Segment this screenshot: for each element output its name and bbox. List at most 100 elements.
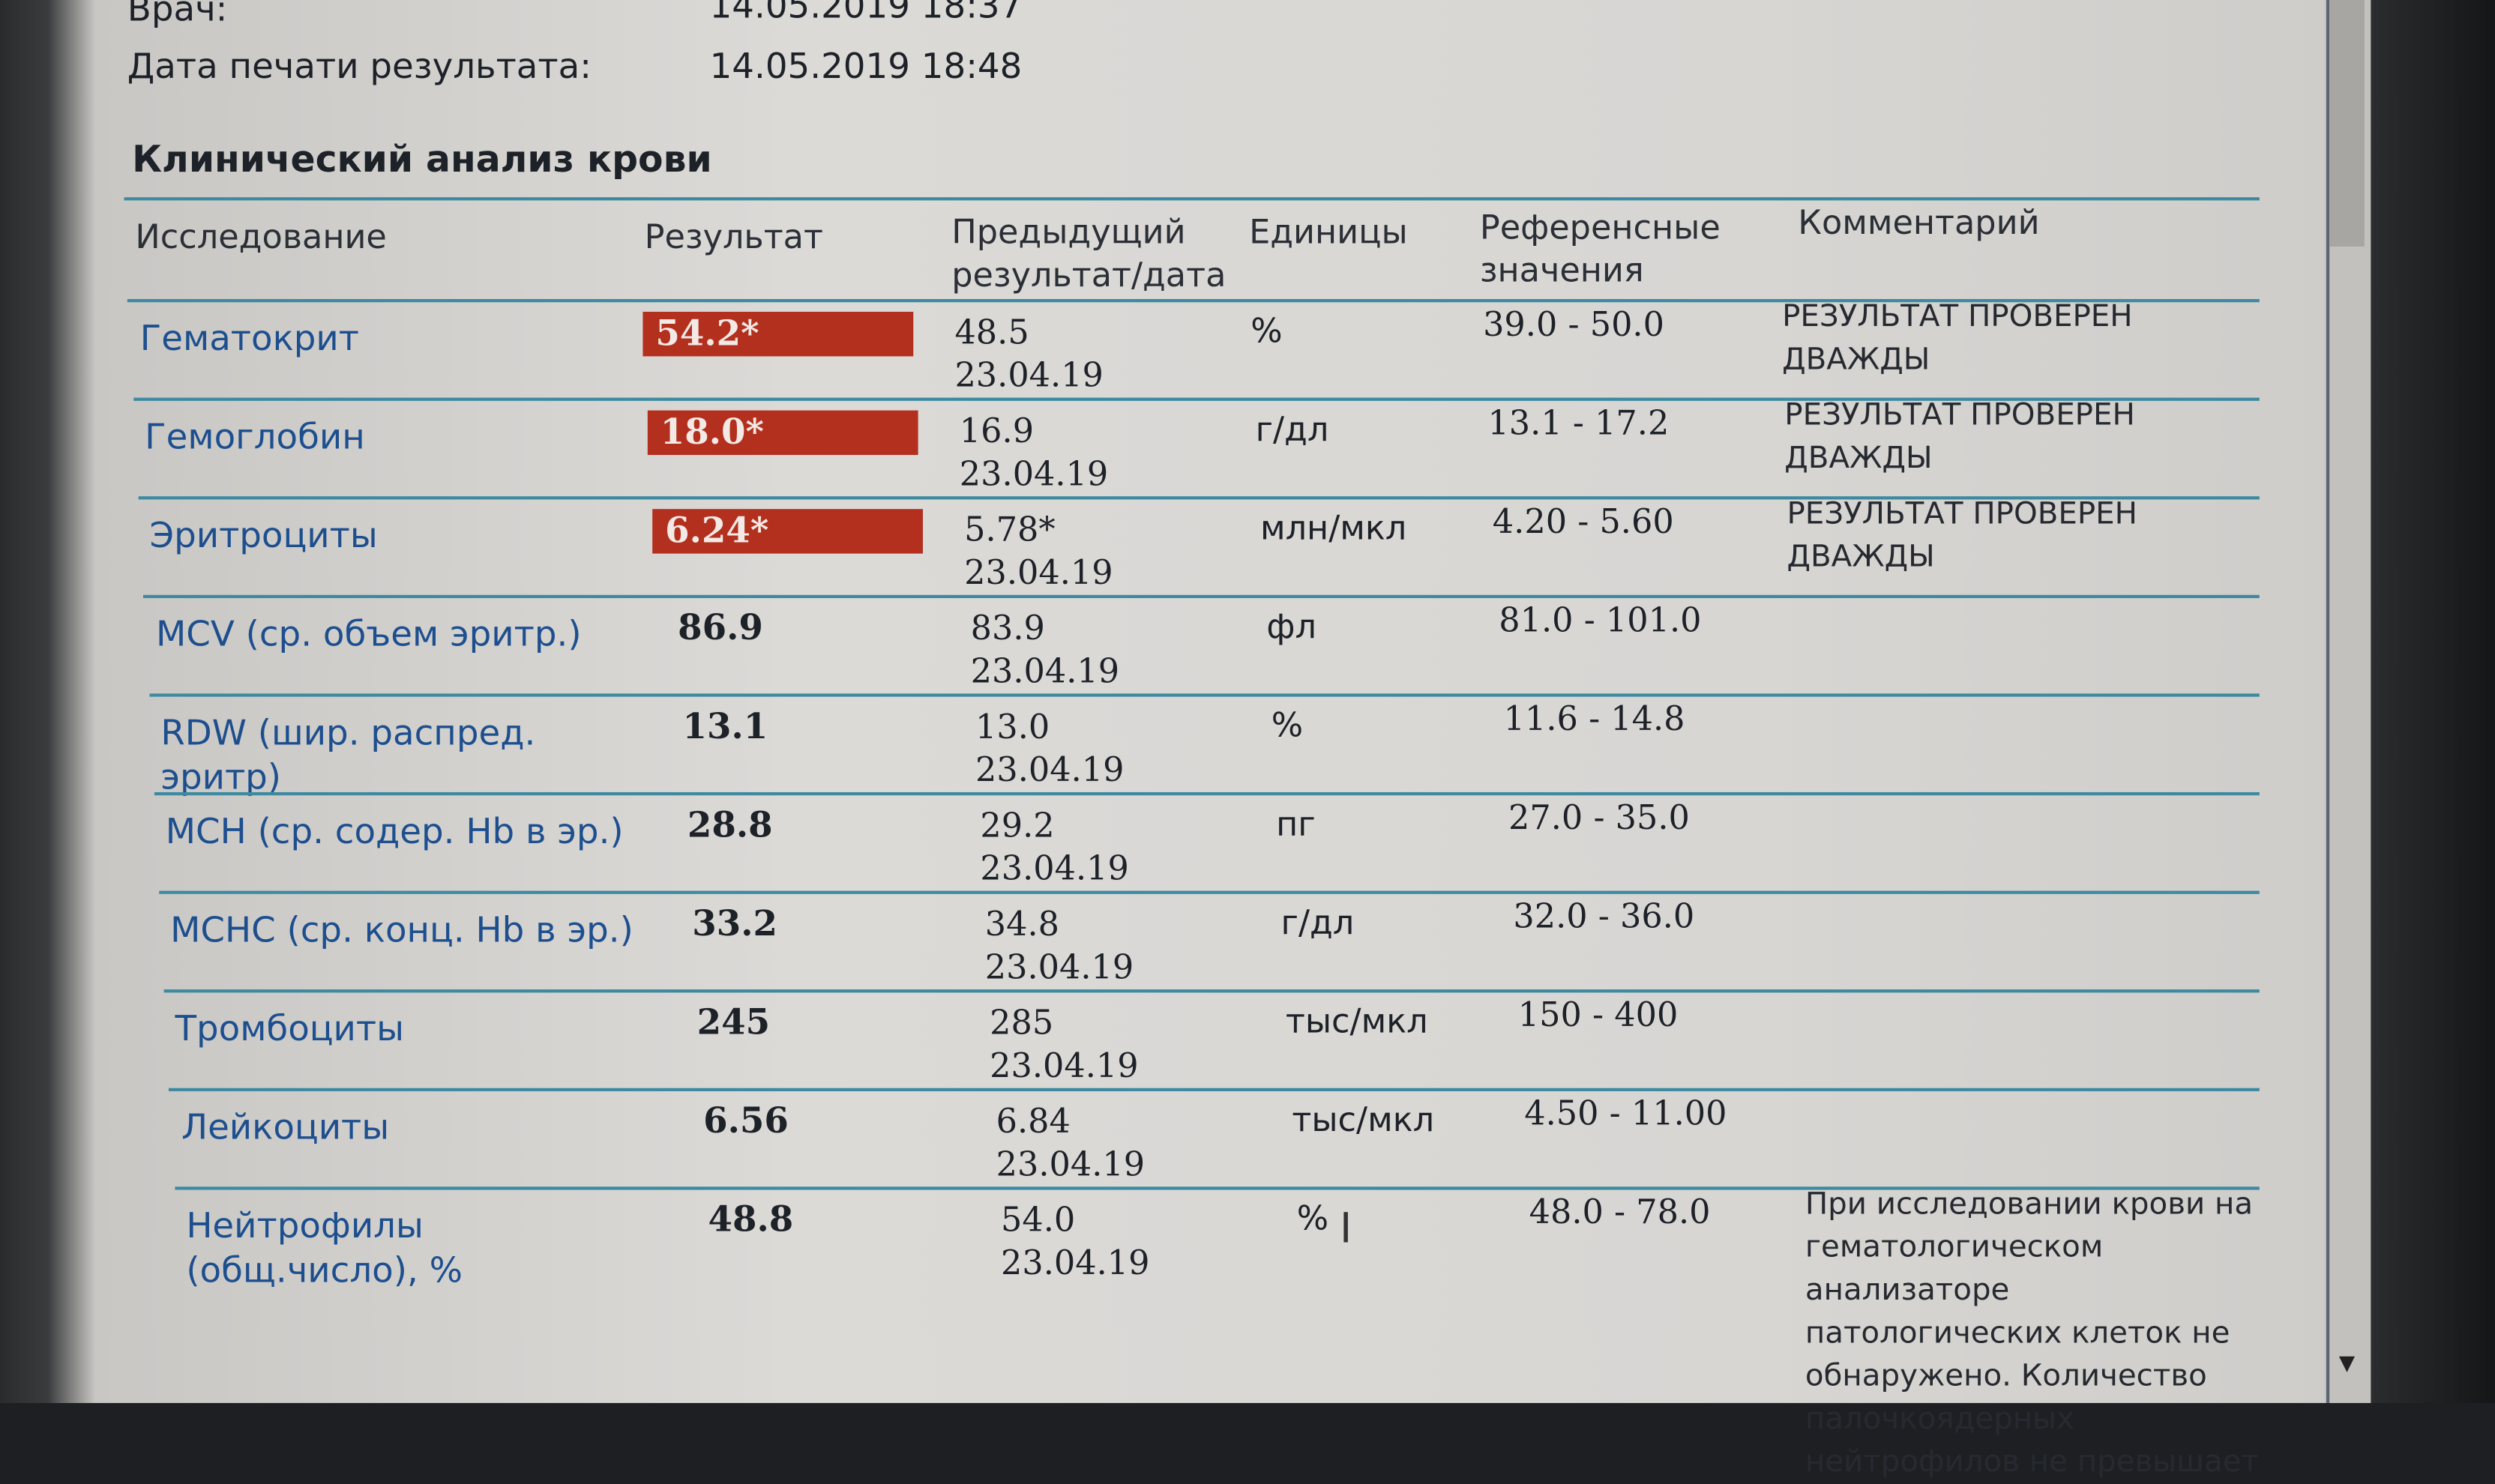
test-name-line: Гематокрит bbox=[139, 319, 359, 360]
previous-result: 13.0 23.04.19 bbox=[975, 706, 1124, 792]
comment: При исследовании крови на гематологическо… bbox=[1805, 1183, 2259, 1484]
comment-line: анализаторе bbox=[1805, 1272, 2010, 1308]
test-name-line: (общ.число), % bbox=[186, 1252, 463, 1292]
row-divider bbox=[163, 989, 2260, 993]
previous-value: 34.8 bbox=[984, 905, 1060, 944]
comment-line: патологических клеток не bbox=[1805, 1315, 2230, 1351]
previous-result: 34.8 23.04.19 bbox=[985, 904, 1134, 990]
comment-line: палочкоядерных bbox=[1805, 1401, 2074, 1437]
section-title: Клинический анализ крови bbox=[132, 139, 712, 181]
reference-range: 150 - 400 bbox=[1517, 995, 1679, 1034]
test-name-line: Эритроциты bbox=[149, 516, 378, 557]
reference-range: 32.0 - 36.0 bbox=[1513, 897, 1695, 935]
print-date-label: Дата печати результата: bbox=[127, 47, 592, 88]
comment: РЕЗУЛЬТАТ ПРОВЕРЕН ДВАЖДЫ bbox=[1784, 394, 2135, 480]
col-prev: Предыдущий результат/дата bbox=[951, 211, 1226, 298]
comment-line: ДВАЖДЫ bbox=[1782, 342, 1930, 378]
units: тыс/мкл bbox=[1285, 1002, 1428, 1041]
comment-line: ДВАЖДЫ bbox=[1784, 440, 1933, 476]
units: г/дл bbox=[1255, 410, 1329, 449]
previous-value: 54.0 bbox=[1000, 1201, 1076, 1240]
test-name[interactable]: MCV (ср. объем эритр.) bbox=[156, 614, 582, 658]
previous-value: 285 bbox=[990, 1004, 1054, 1043]
doctor-label: Врач: bbox=[127, 0, 228, 31]
divider bbox=[124, 197, 2260, 201]
doctor-value: 14.05.2019 18:37 bbox=[709, 0, 1023, 28]
flagged-result: 18.0* bbox=[647, 410, 918, 456]
row-divider bbox=[159, 890, 2260, 894]
test-name-line: Гемоглобин bbox=[145, 418, 365, 459]
reference-range: 4.50 - 11.00 bbox=[1524, 1094, 1727, 1133]
test-name-line: MCH (ср. содер. Hb в эр.) bbox=[165, 812, 624, 853]
comment-line: гематологическом bbox=[1805, 1229, 2104, 1265]
text-cursor-icon: I bbox=[1340, 1205, 1352, 1254]
previous-result: 285 23.04.19 bbox=[990, 1002, 1138, 1088]
previous-date: 23.04.19 bbox=[1000, 1243, 1150, 1282]
test-name-line: Нейтрофилы bbox=[186, 1207, 424, 1247]
result-value: 48.8 bbox=[708, 1199, 794, 1241]
test-name[interactable]: MCHC (ср. конц. Hb в эр.) bbox=[170, 910, 633, 954]
comment-line: РЕЗУЛЬТАТ ПРОВЕРЕН bbox=[1784, 397, 2135, 433]
previous-value: 16.9 bbox=[959, 411, 1035, 450]
row-divider bbox=[143, 594, 2260, 599]
row-divider bbox=[149, 693, 2260, 697]
result-value: 86.9 bbox=[678, 607, 763, 649]
test-name[interactable]: MCH (ср. содер. Hb в эр.) bbox=[166, 811, 624, 855]
test-name[interactable]: Нейтрофилы (общ.число), % bbox=[186, 1206, 463, 1295]
row-divider bbox=[133, 397, 2260, 401]
previous-date: 23.04.19 bbox=[959, 455, 1109, 493]
col-ref-line2: значения bbox=[1479, 251, 1644, 290]
previous-result: 6.84 23.04.19 bbox=[996, 1101, 1145, 1187]
comment: РЕЗУЛЬТАТ ПРОВЕРЕН ДВАЖДЫ bbox=[1782, 296, 2133, 382]
print-date-value: 14.05.2019 18:48 bbox=[709, 47, 1023, 88]
row-divider bbox=[154, 791, 2260, 796]
scrollbar-thumb[interactable] bbox=[2329, 0, 2365, 247]
col-comment: Комментарий bbox=[1798, 203, 2040, 242]
test-name[interactable]: RDW (шир. распред. эритр) bbox=[160, 713, 535, 802]
comment-line: РЕЗУЛЬТАТ ПРОВЕРЕН bbox=[1782, 299, 2133, 334]
row-divider bbox=[168, 1088, 2260, 1091]
test-name[interactable]: Лейкоциты bbox=[181, 1107, 389, 1151]
col-test: Исследование bbox=[135, 217, 387, 256]
previous-value: 29.2 bbox=[980, 806, 1055, 845]
reference-range: 39.0 - 50.0 bbox=[1483, 305, 1664, 344]
units: фл bbox=[1266, 607, 1317, 646]
result-value: 245 bbox=[696, 1002, 771, 1044]
test-name[interactable]: Гемоглобин bbox=[145, 417, 365, 461]
scroll-down-arrow-icon[interactable]: ▼ bbox=[2338, 1352, 2356, 1376]
previous-date: 23.04.19 bbox=[975, 750, 1125, 789]
units: г/дл bbox=[1280, 903, 1355, 942]
reference-range: 13.1 - 17.2 bbox=[1487, 404, 1670, 443]
test-name[interactable]: Эритроциты bbox=[150, 516, 378, 560]
test-name-line: Тромбоциты bbox=[175, 1010, 404, 1050]
previous-value: 13.0 bbox=[975, 708, 1050, 746]
result-value: 28.8 bbox=[687, 804, 773, 847]
test-name-line: RDW (шир. распред. bbox=[160, 714, 536, 755]
units: пг bbox=[1276, 804, 1316, 843]
flagged-result: 54.2* bbox=[642, 311, 914, 357]
divider bbox=[127, 299, 2260, 303]
test-name[interactable]: Гематокрит bbox=[140, 318, 359, 362]
previous-result: 48.5 23.04.19 bbox=[954, 312, 1103, 398]
result-value: 13.1 bbox=[682, 706, 768, 748]
test-name-line: Лейкоциты bbox=[181, 1109, 390, 1149]
test-name[interactable]: Тромбоциты bbox=[175, 1009, 404, 1053]
previous-date: 23.04.19 bbox=[970, 652, 1120, 691]
row-divider bbox=[175, 1186, 2260, 1190]
previous-date: 23.04.19 bbox=[990, 1046, 1139, 1085]
col-ref: Референсные значения bbox=[1480, 207, 1721, 293]
test-name-line: MCV (ср. объем эритр.) bbox=[155, 615, 582, 656]
previous-value: 5.78* bbox=[964, 510, 1056, 549]
flagged-result: 6.24* bbox=[652, 509, 923, 554]
comment-line: обнаружено. Количество bbox=[1805, 1358, 2207, 1394]
previous-result: 83.9 23.04.19 bbox=[971, 608, 1119, 694]
test-name-line: эритр) bbox=[160, 758, 282, 799]
units: млн/мкл bbox=[1259, 509, 1407, 548]
previous-result: 29.2 23.04.19 bbox=[980, 805, 1128, 891]
col-units: Единицы bbox=[1249, 213, 1408, 252]
previous-result: 5.78* 23.04.19 bbox=[964, 509, 1113, 595]
comment: РЕЗУЛЬТАТ ПРОВЕРЕН ДВАЖДЫ bbox=[1787, 493, 2137, 579]
reference-range: 81.0 - 101.0 bbox=[1499, 601, 1702, 640]
col-prev-line1: Предыдущий bbox=[951, 213, 1186, 252]
